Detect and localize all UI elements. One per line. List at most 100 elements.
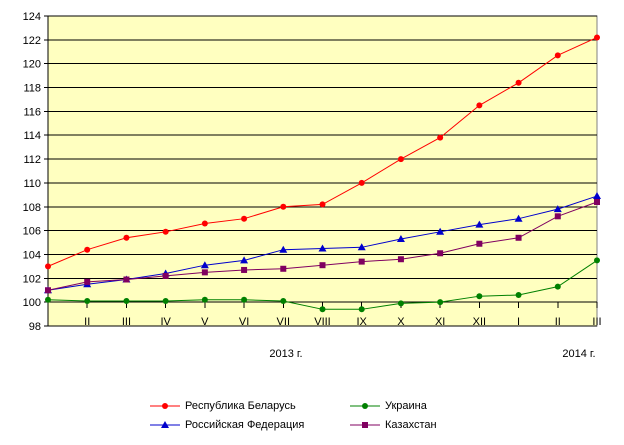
point-kazakhstan <box>397 256 404 263</box>
point-ukraine <box>594 257 600 264</box>
y-tick-label: 122 <box>23 35 41 47</box>
point-kazakhstan <box>515 234 522 241</box>
point-kazakhstan <box>319 262 326 269</box>
y-tick-label: 120 <box>23 59 41 71</box>
point-russia <box>357 243 366 251</box>
point-ukraine <box>201 296 208 303</box>
point-kazakhstan <box>358 258 365 265</box>
point-kazakhstan <box>437 250 444 257</box>
point-ukraine <box>358 306 365 313</box>
point-russia <box>553 205 562 213</box>
legend-item-kazakhstan: Казахстан <box>350 417 437 433</box>
x-tick-label: IX <box>357 316 368 328</box>
point-kazakhstan <box>162 272 169 279</box>
x-tick-label: XI <box>435 316 445 328</box>
y-tick-label: 110 <box>23 178 41 190</box>
point-kazakhstan <box>84 278 91 285</box>
point-belarus <box>437 134 444 141</box>
legend-marker-kazakhstan <box>350 422 380 428</box>
point-kazakhstan <box>476 240 483 247</box>
point-ukraine <box>241 296 248 303</box>
legend-item-russia: Российская Федерация <box>150 417 304 433</box>
legend-marker-belarus <box>150 403 180 409</box>
x-tick-label: IV <box>160 316 171 328</box>
point-belarus <box>358 179 365 186</box>
x-tick-label: XII <box>473 316 486 328</box>
y-tick-label: 106 <box>23 226 41 238</box>
point-ukraine <box>123 297 130 304</box>
point-belarus <box>515 79 522 86</box>
point-ukraine <box>280 297 287 304</box>
legend: Республика Беларусь Украина Российская Ф… <box>150 395 490 437</box>
legend-label-russia: Российская Федерация <box>185 419 305 431</box>
point-russia <box>396 234 405 242</box>
point-ukraine <box>515 292 522 298</box>
y-tick-label: 102 <box>23 273 41 285</box>
point-kazakhstan <box>201 269 208 276</box>
x-tick-label: III <box>122 316 131 328</box>
point-belarus <box>476 102 483 109</box>
point-russia <box>240 256 249 264</box>
point-ukraine <box>397 300 404 307</box>
point-russia <box>279 245 288 253</box>
point-belarus <box>45 263 51 270</box>
point-russia <box>436 227 445 235</box>
x-tick-label: I <box>517 316 520 328</box>
point-russia <box>593 192 601 200</box>
point-kazakhstan <box>594 199 600 205</box>
plot-area <box>47 15 598 327</box>
point-belarus <box>84 246 91 253</box>
legend-label-ukraine: Украина <box>385 400 427 412</box>
point-ukraine <box>437 299 444 306</box>
point-ukraine <box>554 283 561 290</box>
point-belarus <box>554 52 561 59</box>
point-kazakhstan <box>241 266 248 273</box>
y-tick-label: 104 <box>23 249 41 261</box>
y-tick-label: 112 <box>23 154 41 166</box>
point-ukraine <box>476 293 483 300</box>
point-belarus <box>162 228 169 235</box>
y-tick-label: 100 <box>23 297 41 309</box>
point-belarus <box>201 220 208 227</box>
point-belarus <box>594 34 600 41</box>
legend-label-kazakhstan: Казахстан <box>385 419 437 431</box>
point-belarus <box>319 201 326 208</box>
legend-marker-ukraine <box>350 403 380 409</box>
y-tick-label: 114 <box>23 130 41 142</box>
point-ukraine <box>162 297 169 304</box>
point-kazakhstan <box>554 213 561 220</box>
point-russia <box>318 244 327 252</box>
legend-label-belarus: Республика Беларусь <box>185 400 296 412</box>
point-belarus <box>397 156 404 163</box>
y-tick-label: 98 <box>29 321 41 333</box>
legend-item-belarus: Республика Беларусь <box>150 398 296 414</box>
point-belarus <box>241 215 248 222</box>
y-tick-label: 116 <box>23 106 41 118</box>
y-tick-label: 124 <box>23 11 41 23</box>
y-tick-label: 108 <box>23 202 41 214</box>
point-kazakhstan <box>123 276 130 283</box>
x-tick-label: VII <box>277 316 290 328</box>
point-ukraine <box>319 306 326 313</box>
year-label-2014: 2014 г. <box>562 348 595 360</box>
x-tick-label: X <box>397 316 405 328</box>
x-tick-label: III <box>592 316 601 328</box>
x-tick-label: VI <box>239 316 249 328</box>
y-tick-label: 118 <box>23 83 41 95</box>
point-russia <box>200 261 209 269</box>
point-kazakhstan <box>280 265 287 272</box>
x-tick-label: II <box>555 316 561 328</box>
point-kazakhstan <box>45 287 51 294</box>
point-russia <box>475 220 484 228</box>
x-tick-label: II <box>84 316 90 328</box>
point-ukraine <box>84 297 91 304</box>
x-tick-label: V <box>201 316 209 328</box>
year-label-2013: 2013 г. <box>269 348 302 360</box>
point-belarus <box>123 234 130 241</box>
legend-item-ukraine: Украина <box>350 398 427 414</box>
point-belarus <box>280 203 287 210</box>
point-ukraine <box>45 296 51 303</box>
point-russia <box>514 214 523 222</box>
x-tick-label: VIII <box>314 316 331 328</box>
